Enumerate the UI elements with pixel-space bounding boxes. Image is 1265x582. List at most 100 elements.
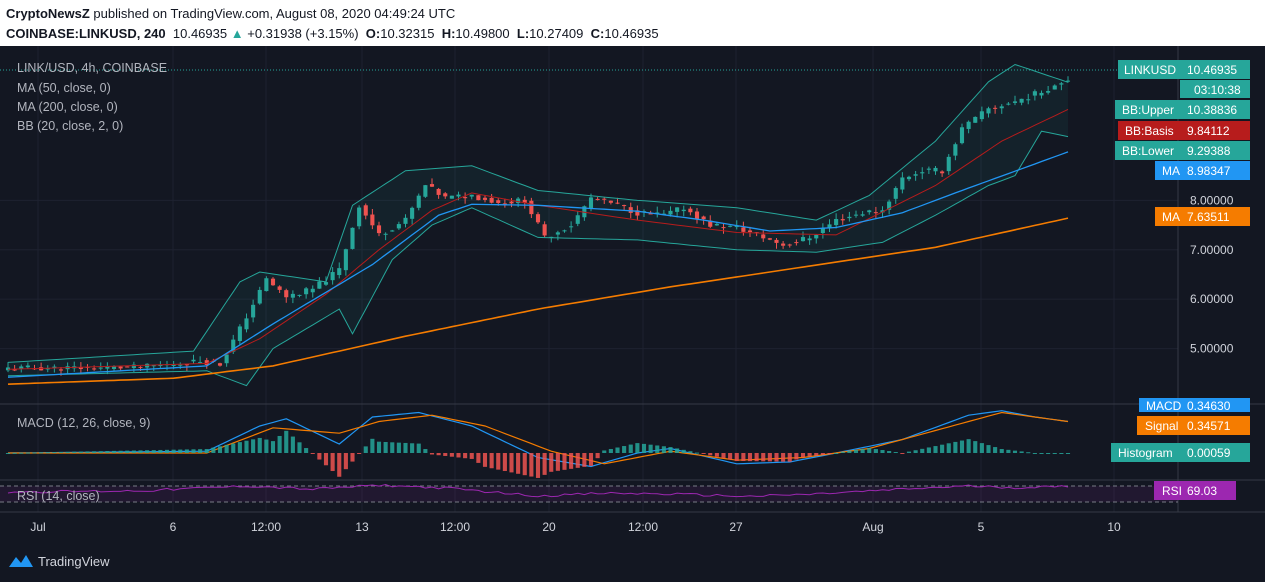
candle-body bbox=[893, 188, 898, 199]
candle bbox=[926, 166, 931, 174]
candle bbox=[224, 354, 229, 367]
candle bbox=[920, 167, 925, 180]
candle-body bbox=[496, 200, 501, 203]
candle bbox=[794, 239, 799, 246]
histogram-bar bbox=[588, 453, 594, 466]
candle-body bbox=[231, 339, 236, 352]
indicator-lines bbox=[7, 63, 1069, 468]
candle bbox=[529, 197, 534, 219]
candle bbox=[575, 211, 580, 227]
candle-body bbox=[747, 230, 753, 233]
time-axis-label: 12:00 bbox=[440, 520, 470, 534]
histogram-bar bbox=[191, 449, 196, 453]
candle-body bbox=[873, 212, 878, 214]
histogram-bar bbox=[688, 451, 693, 453]
candle bbox=[595, 196, 600, 201]
histogram-bar bbox=[217, 446, 223, 453]
candle bbox=[1046, 86, 1051, 95]
candle bbox=[834, 213, 839, 229]
histogram-bar bbox=[376, 441, 382, 453]
legend-ma200[interactable]: MA (200, close, 0) bbox=[17, 100, 118, 114]
candle-body bbox=[337, 268, 342, 276]
histogram-bar bbox=[959, 440, 965, 453]
histogram-bar bbox=[1019, 451, 1024, 453]
candle bbox=[999, 104, 1004, 114]
candle bbox=[827, 219, 832, 232]
candle bbox=[317, 277, 322, 289]
histogram-bar bbox=[151, 450, 156, 453]
candle-body bbox=[396, 224, 401, 229]
legend-ma50[interactable]: MA (50, close, 0) bbox=[17, 81, 111, 95]
candle-body bbox=[78, 367, 83, 369]
legend-macd[interactable]: MACD (12, 26, close, 9) bbox=[17, 416, 150, 430]
histogram-bar bbox=[681, 449, 686, 453]
candle bbox=[635, 205, 640, 221]
histogram-bar bbox=[164, 449, 170, 453]
price-axis-label: 7.00000 bbox=[1190, 243, 1234, 257]
legend-title[interactable]: LINK/USD, 4h, COINBASE bbox=[17, 61, 167, 75]
legend-rsi[interactable]: RSI (14, close) bbox=[17, 489, 100, 503]
candle-body bbox=[774, 239, 779, 243]
candle-body bbox=[1012, 101, 1018, 103]
bb-upper-value: 10.38836 bbox=[1187, 103, 1237, 117]
candle bbox=[747, 226, 753, 237]
open-label: O: bbox=[365, 26, 381, 41]
histogram-bar bbox=[403, 442, 408, 453]
bb-upper-line bbox=[7, 63, 1069, 363]
candle-body bbox=[502, 203, 507, 205]
histogram-bar bbox=[926, 447, 931, 453]
candle bbox=[1026, 93, 1031, 105]
price-axis-labels[interactable]: 8.00000 7.00000 6.00000 5.00000 bbox=[1190, 193, 1234, 355]
histogram-bar bbox=[714, 453, 719, 457]
bb-lower-line bbox=[7, 130, 1069, 387]
candle-body bbox=[217, 363, 223, 366]
candle-body bbox=[516, 198, 521, 204]
candle bbox=[403, 214, 408, 228]
candle bbox=[688, 206, 693, 216]
histogram-bar bbox=[973, 441, 978, 453]
chart-canvas[interactable]: LINK/USD, 4h, COINBASE MA (50, close, 0)… bbox=[0, 46, 1265, 546]
histogram-bar bbox=[65, 451, 70, 453]
histogram-bar bbox=[198, 449, 203, 453]
histogram-bar bbox=[171, 449, 176, 453]
time-axis-labels[interactable]: Jul 6 12:00 13 12:00 20 12:00 27 Aug 5 10 bbox=[30, 520, 1121, 534]
candle bbox=[535, 212, 541, 225]
signal-tag: Signal 0.34571 bbox=[1137, 416, 1250, 435]
candle-body bbox=[1019, 98, 1024, 103]
candle-body bbox=[608, 200, 613, 203]
publisher-name[interactable]: CryptoNewsZ bbox=[6, 6, 90, 21]
candle-body bbox=[708, 220, 713, 227]
candle bbox=[887, 199, 892, 215]
price-axis-label: 8.00000 bbox=[1190, 193, 1234, 207]
candle-body bbox=[906, 176, 912, 180]
candle bbox=[370, 208, 375, 230]
candle-body bbox=[575, 215, 580, 224]
candle bbox=[449, 195, 454, 199]
histogram-bar bbox=[290, 436, 295, 453]
time-axis-label: 12:00 bbox=[628, 520, 658, 534]
candle-body bbox=[860, 214, 865, 216]
histogram-bar bbox=[953, 441, 958, 453]
candle bbox=[383, 232, 388, 241]
candle-body bbox=[688, 208, 693, 213]
tradingview-logo-icon[interactable] bbox=[8, 553, 34, 569]
candle-body bbox=[734, 225, 739, 228]
tradingview-brand[interactable]: TradingView bbox=[38, 554, 110, 569]
candle bbox=[489, 193, 494, 204]
candle bbox=[993, 105, 998, 114]
ma200-line bbox=[7, 217, 1069, 385]
candle bbox=[78, 362, 83, 374]
candle-body bbox=[390, 230, 395, 232]
legend-bb[interactable]: BB (20, close, 2, 0) bbox=[17, 119, 123, 133]
time-axis-label: 12:00 bbox=[251, 520, 281, 534]
histogram-bar bbox=[701, 453, 706, 454]
candle-body bbox=[615, 202, 620, 204]
histogram-bar bbox=[502, 453, 507, 472]
candle bbox=[940, 170, 945, 177]
candle bbox=[509, 198, 514, 208]
candle-body bbox=[767, 238, 772, 240]
histogram-bar bbox=[999, 449, 1004, 453]
histogram-bar bbox=[125, 450, 130, 453]
candle-body bbox=[363, 205, 368, 216]
candle bbox=[290, 290, 295, 304]
